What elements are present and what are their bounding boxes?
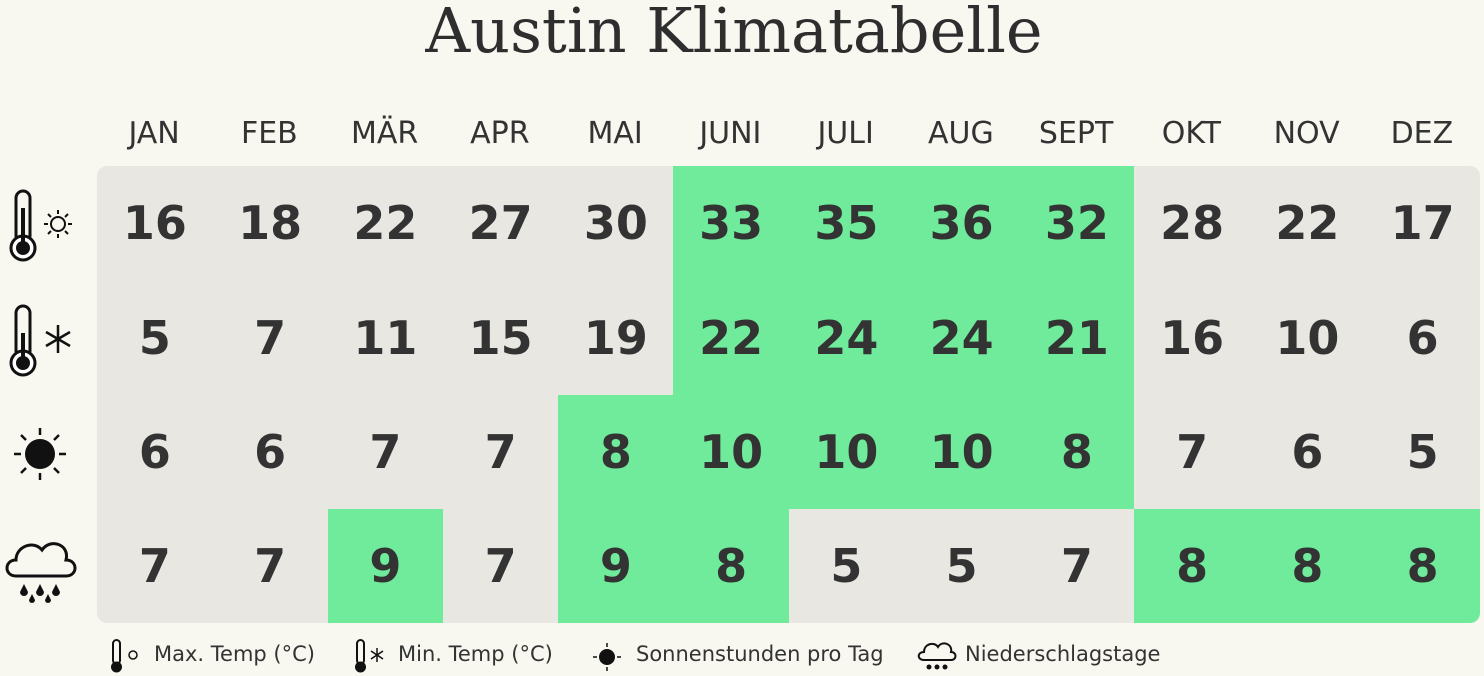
value-cell: 16 [97,166,213,281]
value-cell: 27 [442,166,559,281]
legend-max-icon [111,639,138,673]
value-cell: 7 [442,508,559,623]
legend-label: Sonnenstunden pro Tag [636,642,884,666]
title: Austin Klimatabelle [425,0,1043,67]
month-label: NOV [1273,116,1340,151]
rain-icon [5,542,77,603]
value-cell: 7 [212,508,328,623]
value-cell: 22 [327,166,444,281]
value-cell: 28 [1134,166,1250,281]
value-cell: 8 [1249,508,1366,623]
value-cell: 5 [97,280,213,395]
value-cell: 10 [788,394,905,510]
value-cell: 32 [1019,166,1135,281]
value-cell: 18 [212,166,328,281]
value-cell: 22 [673,280,789,395]
value-cell: 35 [788,166,905,281]
value-cell: 36 [903,166,1020,281]
legend-sun-icon [593,643,621,671]
value-cell: 7 [442,394,559,510]
value-cell: 9 [327,508,444,623]
value-cell: 24 [788,280,905,395]
value-cell: 8 [673,508,789,623]
sun-icon [14,428,66,480]
value-cell: 6 [97,394,213,510]
value-cell: 19 [558,280,674,395]
legend-label: Max. Temp (°C) [154,642,315,666]
min-temp-icon [9,304,71,377]
month-label: FEB [240,116,298,151]
value-cell: 22 [1249,166,1366,281]
value-cell: 7 [1019,508,1135,623]
value-cell: 7 [212,280,328,395]
value-cell: 30 [558,166,674,281]
month-label: SEPT [1038,116,1114,151]
value-cell: 21 [1019,280,1135,395]
month-label: MÄR [350,116,419,151]
month-label: OKT [1161,116,1222,151]
max-temp-icon [9,189,72,262]
value-cell: 8 [558,394,674,510]
value-cell: 7 [97,508,213,623]
value-cell: 10 [673,394,789,510]
value-cell: 8 [1134,508,1250,623]
value-cell: 16 [1134,280,1250,395]
value-cell: 8 [1019,394,1135,510]
value-cell: 5 [1364,394,1480,510]
value-cell: 6 [1364,280,1480,395]
value-cell: 24 [903,280,1020,395]
month-label: MAI [587,116,643,151]
value-cell: 5 [903,508,1020,623]
value-cell: 7 [1134,394,1250,510]
value-cell: 6 [212,394,328,510]
legend-min-icon [355,639,384,673]
value-cell: 5 [788,508,905,623]
value-cell: 33 [673,166,789,281]
value-cell: 10 [903,394,1020,510]
month-label: DEZ [1390,116,1454,151]
legend-label: Min. Temp (°C) [398,642,553,666]
legend-label: Niederschlagstage [965,642,1161,666]
table-grid: 16 18 22 27 30 33 35 36 32 28 22 17 5 7 11 15 19 22 24 24 21… [97,166,1480,623]
legend-rain-icon [917,642,957,670]
month-label: APR [470,116,530,151]
value-cell: 15 [442,280,559,395]
month-label: JULI [817,116,874,151]
value-cell: 11 [327,280,444,395]
value-cell: 10 [1249,280,1366,395]
month-label: AUG [928,116,994,151]
value-cell: 17 [1364,166,1480,281]
month-label: JAN [128,116,180,151]
value-cell: 6 [1249,394,1366,510]
value-cell: 9 [558,508,674,623]
value-cell: 8 [1364,508,1480,623]
value-cell: 7 [327,394,444,510]
month-label: JUNI [699,116,762,151]
